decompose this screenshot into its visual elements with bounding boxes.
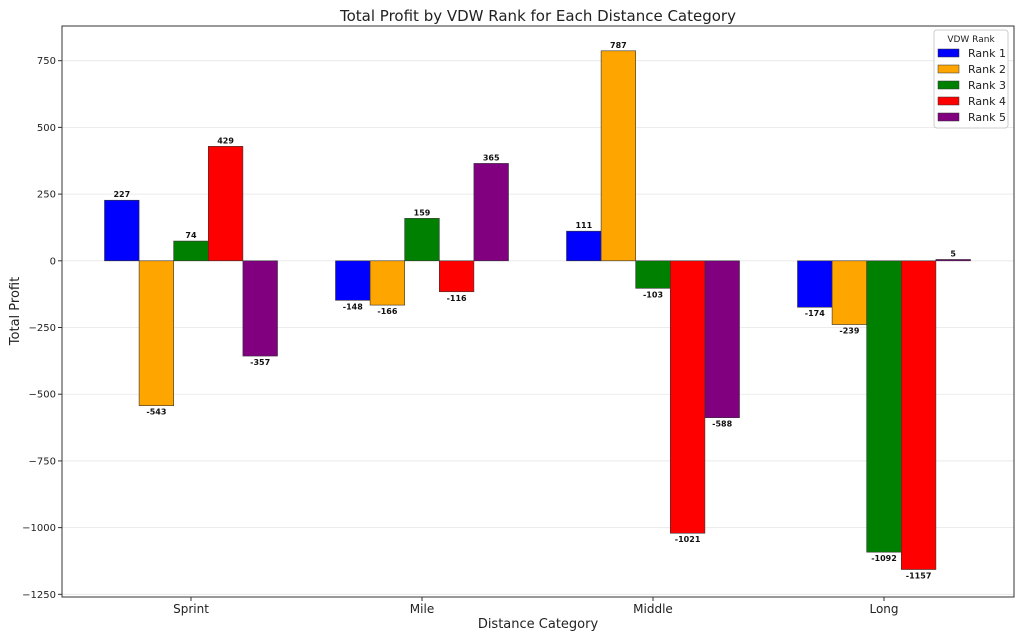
bar bbox=[404, 218, 440, 262]
x-axis-label: Distance Category bbox=[478, 617, 599, 632]
y-tick-label: −500 bbox=[29, 390, 56, 401]
data-label: -588 bbox=[712, 420, 732, 429]
bar bbox=[208, 146, 244, 262]
y-tick-label: 0 bbox=[50, 256, 56, 267]
bar bbox=[935, 259, 971, 262]
data-label: -103 bbox=[643, 290, 663, 299]
y-tick-label: −1000 bbox=[22, 523, 56, 534]
bar bbox=[104, 199, 140, 262]
data-label: 429 bbox=[217, 136, 234, 145]
legend-title: VDW Rank bbox=[947, 35, 995, 45]
y-tick-label: −1250 bbox=[22, 590, 56, 601]
x-tick-label: Mile bbox=[410, 602, 434, 616]
bar bbox=[335, 260, 371, 301]
legend-swatch bbox=[937, 96, 960, 106]
bar bbox=[600, 50, 636, 262]
data-label: -1021 bbox=[675, 535, 701, 544]
bar bbox=[900, 260, 937, 570]
legend-label: Rank 5 bbox=[968, 111, 1006, 124]
y-axis-ticks: 750 500 250 0 −250 −500 −750 −1000 −1250 bbox=[22, 56, 62, 601]
data-label: -543 bbox=[146, 408, 166, 417]
chart-title: Total Profit by VDW Rank for Each Distan… bbox=[339, 7, 736, 25]
data-label: -1092 bbox=[871, 554, 897, 563]
legend: VDW Rank Rank 1 Rank 2 Rank 3 Rank 4 Rank 5 bbox=[933, 29, 1009, 129]
x-axis-ticks: Sprint Mile Middle Long bbox=[173, 597, 899, 616]
y-tick-label: −750 bbox=[29, 456, 56, 467]
data-label: 365 bbox=[483, 153, 500, 162]
y-tick-label: 250 bbox=[37, 190, 56, 201]
data-label: -116 bbox=[447, 294, 467, 303]
data-label: -1157 bbox=[906, 572, 932, 581]
legend-label: Rank 3 bbox=[968, 79, 1006, 92]
y-axis-label: Total Profit bbox=[8, 277, 23, 346]
x-tick-label: Long bbox=[869, 602, 898, 616]
data-label: 111 bbox=[575, 221, 592, 230]
y-tick-label: 750 bbox=[37, 56, 56, 67]
legend-label: Rank 2 bbox=[968, 63, 1006, 76]
bar bbox=[138, 260, 175, 406]
bars bbox=[104, 50, 971, 570]
bar bbox=[704, 260, 740, 418]
legend-swatch bbox=[937, 64, 960, 74]
data-label: 227 bbox=[113, 190, 130, 199]
bar bbox=[831, 260, 867, 325]
legend-label: Rank 1 bbox=[968, 47, 1006, 60]
legend-swatch bbox=[937, 80, 960, 90]
bar bbox=[635, 260, 671, 289]
data-label: 74 bbox=[185, 231, 197, 240]
bar bbox=[242, 260, 278, 357]
bar bbox=[173, 240, 209, 262]
data-label: -166 bbox=[377, 307, 397, 316]
data-label: -148 bbox=[343, 302, 363, 311]
x-tick-label: Sprint bbox=[173, 602, 209, 616]
bar bbox=[797, 260, 833, 308]
bar bbox=[369, 260, 406, 306]
data-label: -357 bbox=[250, 358, 270, 367]
x-tick-label: Middle bbox=[633, 602, 673, 616]
data-label: 787 bbox=[610, 41, 627, 50]
data-label: 159 bbox=[414, 208, 431, 217]
y-tick-label: −250 bbox=[29, 323, 56, 334]
bar bbox=[669, 260, 706, 534]
data-label: 5 bbox=[950, 249, 956, 258]
y-tick-label: 500 bbox=[37, 123, 56, 134]
data-labels: 227 -148 111 -174 -543 -166 787 -239 74 159 -103 -1… bbox=[113, 41, 956, 581]
data-label: -174 bbox=[805, 309, 825, 318]
bar bbox=[473, 163, 509, 262]
plot-frame bbox=[61, 25, 1015, 598]
legend-swatch bbox=[937, 112, 960, 122]
bar bbox=[438, 260, 475, 293]
legend-swatch bbox=[937, 48, 960, 58]
bar bbox=[566, 230, 602, 262]
legend-label: Rank 4 bbox=[968, 95, 1006, 108]
data-label: -239 bbox=[839, 327, 859, 336]
bar bbox=[866, 260, 902, 553]
